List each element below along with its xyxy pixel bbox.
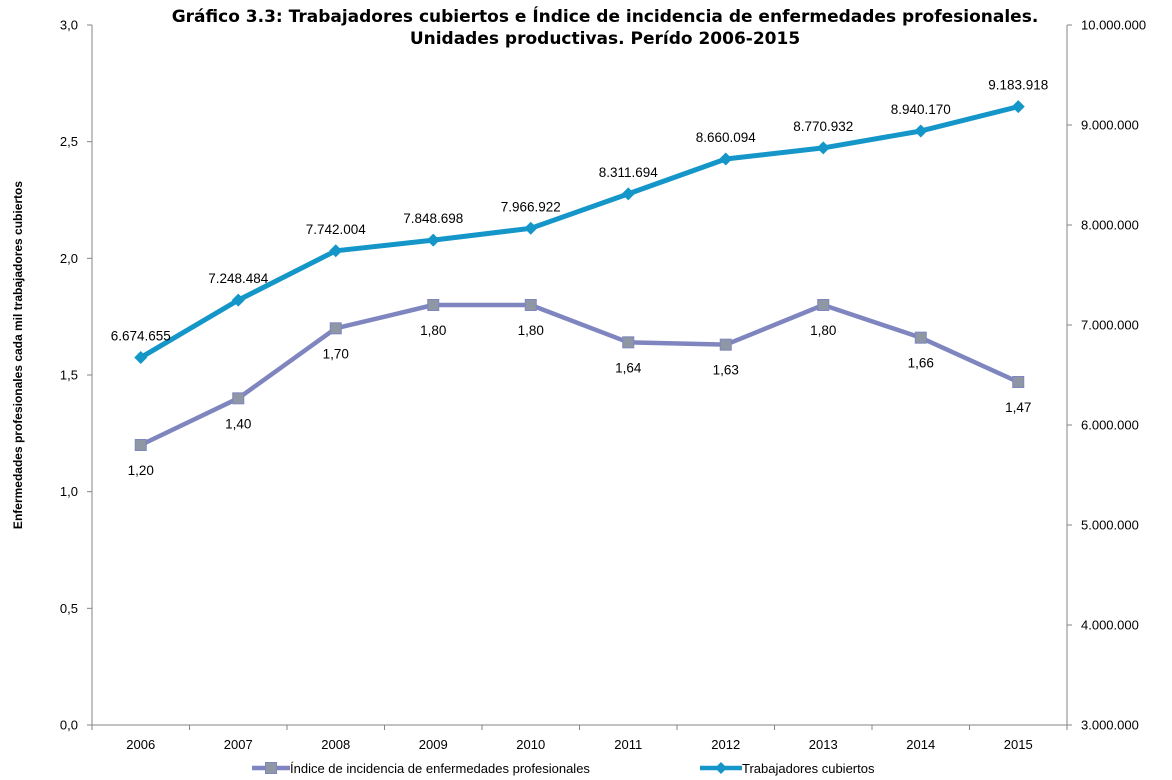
incidence-data-label: 1,80 [518,323,544,338]
right-tick-label: 3.000.000 [1081,718,1139,733]
left-tick-label: 1,0 [60,484,78,499]
left-tick-label: 3,0 [60,18,78,33]
chart-title-line-1: Gráfico 3.3: Trabajadores cubiertos e Ín… [171,7,1039,27]
incidence-data-label: 1,40 [225,416,251,431]
left-tick-label: 0,0 [60,718,78,733]
workers-point-marker [426,233,440,247]
left-tick-label: 0,5 [60,601,78,616]
incidence-data-label: 1,20 [128,463,154,478]
workers-point-marker [524,221,538,235]
workers-data-label: 8.770.932 [793,119,853,134]
legend: Índice de incidencia de enfermedades pro… [252,761,875,776]
left-axis-title: Enfermedades profesionales cada mil trab… [11,181,25,529]
incidence-point-marker [134,439,147,451]
legend-workers-label: Trabajadores cubiertos [742,761,875,776]
workers-point-marker [134,351,148,365]
workers-series-line [139,104,1019,360]
legend-incidence-label: Índice de incidencia de enfermedades pro… [290,761,590,776]
incidence-point-marker [1012,376,1025,388]
workers-point-marker [621,187,635,201]
incidence-point-marker [329,322,342,335]
workers-data-label: 8.940.170 [891,102,951,117]
right-tick-label: 6.000.000 [1081,418,1139,433]
workers-data-label: 7.848.698 [403,211,463,226]
right-tick-label: 8.000.000 [1081,218,1139,233]
right-tick-label: 10.000.000 [1081,18,1146,33]
workers-point-marker [1011,100,1025,114]
workers-data-label: 7.742.004 [306,222,367,237]
x-tick-label: 2012 [711,737,740,752]
incidence-data-label: 1,80 [420,323,446,338]
incidence-point-marker [622,336,635,349]
x-tick-label: 2009 [419,737,448,752]
incidence-data-label: 1,66 [908,356,934,371]
legend-incidence-marker [265,762,277,774]
incidence-data-label: 1,70 [323,346,349,361]
series-layer [134,100,1025,451]
incidence-data-label: 1,63 [713,363,739,378]
x-tick-label: 2008 [321,737,350,752]
x-tick-label: 2010 [516,737,545,752]
workers-data-label: 6.674.655 [111,329,171,344]
chart-title-line-2: Unidades productivas. Perído 2006-2015 [409,29,801,49]
left-tick-label: 2,0 [60,251,78,266]
left-tick-label: 1,5 [60,368,78,383]
left-tick-label: 2,5 [60,134,78,149]
incidence-point-marker [817,299,830,311]
data-labels: 1,20 1,40 1,70 1,80 1,80 1,64 1,63 1,80 1,66 1,47… [111,78,1049,478]
x-tick-label: 2006 [126,737,155,752]
x-tick-label: 2014 [906,737,935,752]
workers-point-marker [816,141,830,155]
incidence-data-label: 1,47 [1005,400,1031,415]
workers-point-marker [231,293,245,307]
incidence-point-marker [914,331,927,344]
incidence-point-marker [719,338,732,351]
incidence-point-marker [524,299,537,311]
workers-point-marker [914,124,928,138]
x-tick-label: 2011 [614,737,642,752]
legend-workers-marker [715,762,727,774]
workers-data-label: 7.248.484 [208,271,269,286]
right-tick-label: 5.000.000 [1081,518,1139,533]
workers-data-label: 7.966.922 [501,199,561,214]
right-tick-label: 9.000.000 [1081,118,1139,133]
right-tick-label: 4.000.000 [1081,618,1139,633]
right-tick-label: 7.000.000 [1081,318,1139,333]
workers-point-marker [329,244,343,258]
incidence-data-label: 1,64 [615,360,642,375]
workers-data-label: 9.183.918 [988,78,1048,93]
incidence-series-line [139,302,1020,448]
x-tick-label: 2007 [224,737,253,752]
x-tick-label: 2015 [1004,737,1033,752]
chart-title: Gráfico 3.3: Trabajadores cubiertos e Ín… [80,6,1130,50]
workers-point-marker [719,152,733,166]
incidence-point-marker [427,299,440,311]
incidence-data-label: 1,80 [810,323,836,338]
incidence-point-marker [232,392,245,405]
axes: 0,0 0,5 1,0 1,5 2,0 2,5 3,0 3.000.000 4.000.000 5… [11,18,1146,753]
workers-data-label: 8.660.094 [696,130,757,145]
workers-data-label: 8.311.694 [599,165,659,180]
x-tick-label: 2013 [809,737,838,752]
